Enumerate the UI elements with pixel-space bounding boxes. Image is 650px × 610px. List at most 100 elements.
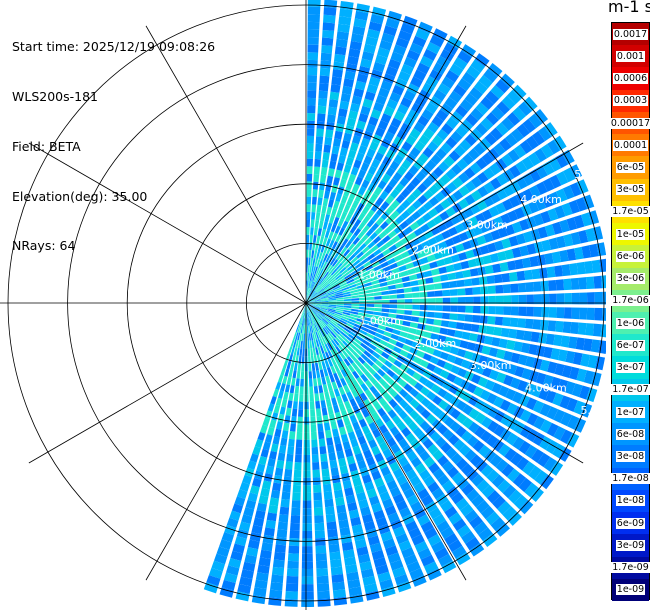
range-gate bbox=[495, 284, 504, 294]
range-gate bbox=[545, 439, 559, 454]
range-gate bbox=[252, 446, 261, 456]
range-gate bbox=[378, 277, 387, 283]
range-gate bbox=[358, 309, 367, 314]
range-gate bbox=[414, 265, 424, 273]
range-gate bbox=[531, 131, 546, 146]
range-gate bbox=[389, 426, 400, 437]
range-gate bbox=[433, 283, 443, 290]
range-gate bbox=[470, 176, 483, 188]
range-gate bbox=[521, 257, 532, 269]
range-gate bbox=[414, 244, 424, 253]
range-gate bbox=[303, 470, 311, 478]
range-gate bbox=[313, 298, 321, 301]
range-gate bbox=[425, 159, 437, 171]
range-gate bbox=[318, 90, 328, 99]
range-gate bbox=[395, 314, 405, 320]
range-gate bbox=[386, 99, 398, 110]
range-gate bbox=[483, 335, 493, 346]
range-gate bbox=[409, 388, 420, 398]
range-gate bbox=[399, 349, 409, 358]
range-gate bbox=[538, 126, 552, 142]
range-gate bbox=[492, 263, 502, 273]
range-gate bbox=[524, 382, 535, 395]
range-gate bbox=[393, 393, 404, 404]
range-gate bbox=[525, 356, 536, 368]
range-gate bbox=[433, 366, 443, 376]
range-gate bbox=[331, 76, 342, 86]
range-gate bbox=[352, 134, 362, 145]
range-gate bbox=[421, 494, 434, 507]
range-gate bbox=[299, 386, 304, 395]
colorbar-segment: 3e-07 bbox=[612, 356, 649, 379]
range-gate bbox=[368, 395, 378, 405]
range-gate bbox=[323, 7, 337, 16]
range-gate bbox=[381, 335, 391, 342]
range-gate bbox=[384, 360, 393, 369]
range-gate bbox=[427, 534, 442, 547]
range-gate bbox=[319, 353, 324, 362]
range-gate bbox=[424, 230, 434, 240]
range-gate bbox=[517, 318, 526, 329]
range-gate bbox=[336, 115, 346, 125]
range-gate bbox=[403, 56, 417, 69]
range-gate bbox=[511, 221, 523, 234]
range-gate bbox=[354, 359, 363, 368]
range-gate bbox=[406, 204, 417, 215]
range-gate bbox=[548, 293, 557, 305]
range-gate bbox=[411, 199, 422, 210]
range-gate bbox=[442, 429, 454, 441]
range-gate bbox=[369, 192, 379, 203]
range-gate bbox=[275, 397, 282, 407]
range-gate bbox=[380, 211, 390, 221]
colorbar-segment: 1e-07 bbox=[612, 400, 649, 424]
range-gate bbox=[585, 323, 595, 336]
range-gate bbox=[301, 584, 314, 592]
range-gate bbox=[373, 291, 382, 296]
range-gate bbox=[415, 392, 425, 403]
range-gate bbox=[385, 194, 395, 205]
range-gate bbox=[328, 413, 336, 423]
range-gate bbox=[331, 184, 339, 194]
range-gate bbox=[417, 194, 428, 205]
range-gate bbox=[443, 155, 455, 168]
range-gate bbox=[373, 381, 383, 391]
colorbar-segment: 1e-05 bbox=[612, 223, 649, 246]
range-gate bbox=[367, 165, 377, 176]
range-gate bbox=[487, 316, 496, 325]
range-gate bbox=[337, 277, 346, 284]
range-gate bbox=[466, 65, 481, 79]
range-gate bbox=[320, 400, 327, 409]
range-gate bbox=[312, 306, 320, 311]
range-gate bbox=[418, 375, 429, 386]
range-gate bbox=[276, 529, 288, 538]
range-gate bbox=[348, 253, 356, 262]
range-gate bbox=[496, 349, 506, 360]
range-gate bbox=[273, 551, 286, 561]
range-gate bbox=[358, 290, 367, 295]
range-gate bbox=[357, 312, 366, 317]
range-gate bbox=[331, 232, 338, 241]
range-gate bbox=[573, 418, 587, 433]
range-gate bbox=[508, 271, 518, 282]
range-gate bbox=[320, 60, 331, 69]
range-gate bbox=[363, 449, 373, 460]
range-gate bbox=[306, 265, 308, 273]
range-gate bbox=[367, 241, 376, 249]
range-gate bbox=[247, 492, 258, 502]
colorbar-segment: 0.0003 bbox=[612, 89, 649, 112]
range-gate bbox=[291, 354, 296, 363]
range-gate bbox=[304, 310, 306, 319]
range-gate bbox=[251, 477, 262, 488]
range-gate bbox=[381, 290, 390, 296]
range-gate bbox=[372, 336, 382, 343]
range-gate bbox=[287, 553, 299, 562]
range-gate bbox=[448, 280, 458, 288]
range-gate bbox=[491, 106, 505, 121]
range-gate bbox=[503, 350, 513, 362]
range-gate bbox=[423, 189, 434, 200]
range-gate bbox=[320, 453, 328, 462]
range-gate bbox=[502, 484, 517, 499]
range-gate bbox=[344, 348, 352, 356]
range-gate bbox=[485, 325, 495, 335]
range-gate bbox=[314, 284, 320, 291]
